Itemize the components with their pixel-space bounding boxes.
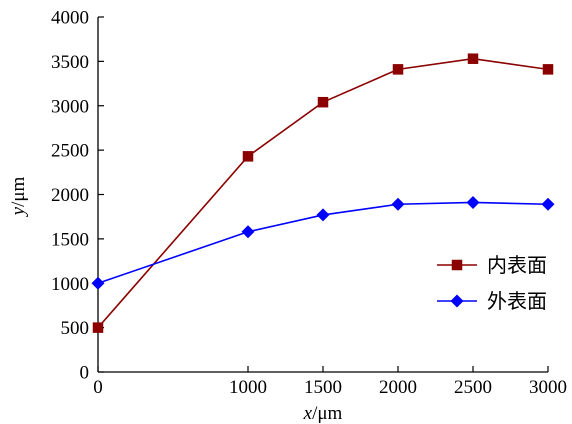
data-point-square bbox=[92, 322, 104, 333]
y-tick-label: 1500 bbox=[51, 229, 89, 250]
axis-titles: x/μm y/μm bbox=[8, 176, 343, 424]
y-tick-label: 3000 bbox=[51, 96, 89, 117]
legend-item: 内表面 bbox=[437, 253, 547, 277]
legend-marker bbox=[450, 294, 464, 308]
y-axis-var: y bbox=[8, 206, 29, 217]
x-tick-label: 3000 bbox=[529, 377, 567, 398]
x-tick-label: 0 bbox=[93, 377, 103, 398]
x-tick-label: 2000 bbox=[379, 377, 417, 398]
x-axis-unit: /μm bbox=[312, 403, 342, 424]
axes bbox=[97, 17, 548, 373]
x-tick-label: 1000 bbox=[229, 377, 267, 398]
x-axis-var: x bbox=[303, 403, 313, 424]
y-axis-unit: /μm bbox=[8, 176, 29, 206]
series-1 bbox=[92, 53, 554, 333]
data-point-diamond bbox=[91, 276, 105, 290]
y-tick-label: 2000 bbox=[51, 185, 89, 206]
x-axis-title: x/μm bbox=[303, 403, 343, 424]
y-tick-label: 0 bbox=[80, 363, 90, 384]
data-point-diamond bbox=[241, 225, 255, 239]
data-point-diamond bbox=[391, 197, 405, 211]
ticks: 0 500 1000 1500 2000 2500 3000 3500 4000 0 1000 150… bbox=[51, 8, 567, 399]
y-tick-label: 4000 bbox=[51, 8, 89, 29]
series-line bbox=[97, 57, 549, 329]
legend-marker bbox=[451, 259, 463, 271]
data-point-square bbox=[467, 53, 479, 64]
series-group bbox=[91, 53, 555, 333]
y-tick-label: 2500 bbox=[51, 141, 89, 162]
data-point-square bbox=[242, 151, 254, 162]
data-point-square bbox=[317, 96, 329, 108]
x-tick-label: 1500 bbox=[304, 377, 342, 398]
y-axis-title: y/μm bbox=[8, 176, 29, 217]
y-tick-label: 500 bbox=[61, 318, 90, 339]
y-tick-label: 1000 bbox=[51, 274, 89, 295]
data-point-diamond bbox=[541, 197, 555, 211]
data-point-diamond bbox=[466, 195, 480, 209]
series-line bbox=[97, 201, 549, 285]
data-point-square bbox=[542, 64, 554, 75]
data-point-diamond bbox=[316, 208, 330, 222]
data-point-square bbox=[392, 64, 404, 75]
series-2 bbox=[91, 195, 555, 290]
x-tick-label: 2500 bbox=[454, 377, 492, 398]
legend-label: 外表面 bbox=[487, 289, 547, 313]
legend-item: 外表面 bbox=[437, 289, 547, 313]
y-tick-label: 3500 bbox=[51, 52, 89, 73]
legend-label: 内表面 bbox=[487, 253, 547, 277]
